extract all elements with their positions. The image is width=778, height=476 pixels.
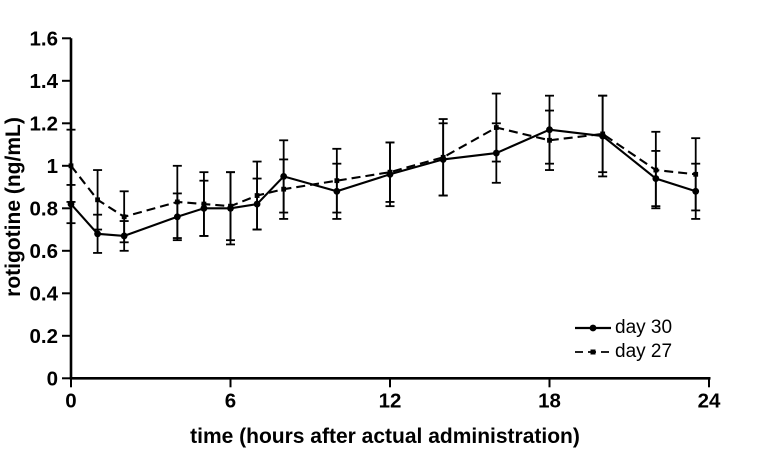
x-tick-label: 18 xyxy=(538,389,561,412)
y-axis-title: rotigotine (ng/mL) xyxy=(2,117,25,297)
series-line-day-30 xyxy=(70,128,697,237)
y-tick-label: 0.4 xyxy=(30,282,59,305)
y-tick-label: 0.8 xyxy=(30,197,59,220)
y-tick-label: 0 xyxy=(47,367,58,390)
data-point-day-30 xyxy=(692,187,700,195)
data-point-day-30 xyxy=(333,187,341,195)
y-tick-label: 1.4 xyxy=(30,70,59,93)
data-point-day-30 xyxy=(173,213,181,221)
y-tick-label: 1 xyxy=(47,155,58,178)
data-point-day-30 xyxy=(120,232,128,240)
solid-line-circle-marker-icon xyxy=(575,324,611,332)
data-point-day-30 xyxy=(439,156,447,163)
data-point-day-27 xyxy=(174,199,180,205)
x-tick-label: 6 xyxy=(225,389,236,412)
data-point-day-30 xyxy=(599,132,607,140)
data-point-day-30 xyxy=(94,230,101,238)
legend-label: day 27 xyxy=(615,341,673,362)
data-point-day-27 xyxy=(547,137,552,143)
data-point-day-27 xyxy=(493,125,499,130)
data-point-day-30 xyxy=(546,126,553,134)
dashed-line-square-marker-icon xyxy=(575,349,611,355)
data-point-day-30 xyxy=(492,149,500,157)
data-point-day-27 xyxy=(201,201,207,207)
data-point-day-30 xyxy=(652,175,660,182)
data-point-day-27 xyxy=(653,167,659,173)
y-tick-label: 1.6 xyxy=(30,27,59,50)
legend-item-day-30: day 30 xyxy=(574,316,672,340)
y-tick-label: 0.6 xyxy=(30,240,59,263)
data-point-day-30 xyxy=(280,173,288,180)
x-tick-label: 24 xyxy=(698,389,721,412)
data-point-day-30 xyxy=(253,200,261,208)
data-point-day-30 xyxy=(200,204,208,212)
data-point-day-30 xyxy=(386,170,394,178)
data-point-day-27 xyxy=(95,197,100,203)
legend-item-day-27: day 27 xyxy=(574,340,672,364)
x-axis-title: time (hours after actual administration) xyxy=(190,425,580,448)
legend: day 30 day 27 xyxy=(574,316,672,364)
x-tick-label: 12 xyxy=(379,389,402,412)
data-point-day-27 xyxy=(121,214,127,220)
data-point-day-27 xyxy=(254,193,260,198)
y-tick-label: 0.2 xyxy=(30,325,59,348)
data-point-day-30 xyxy=(227,204,234,212)
data-point-day-27 xyxy=(281,186,287,192)
y-tick-label: 1.2 xyxy=(30,112,59,135)
data-point-day-27 xyxy=(693,171,699,177)
x-tick-label: 0 xyxy=(65,389,76,412)
data-point-day-27 xyxy=(334,178,340,184)
legend-label: day 30 xyxy=(615,317,673,338)
